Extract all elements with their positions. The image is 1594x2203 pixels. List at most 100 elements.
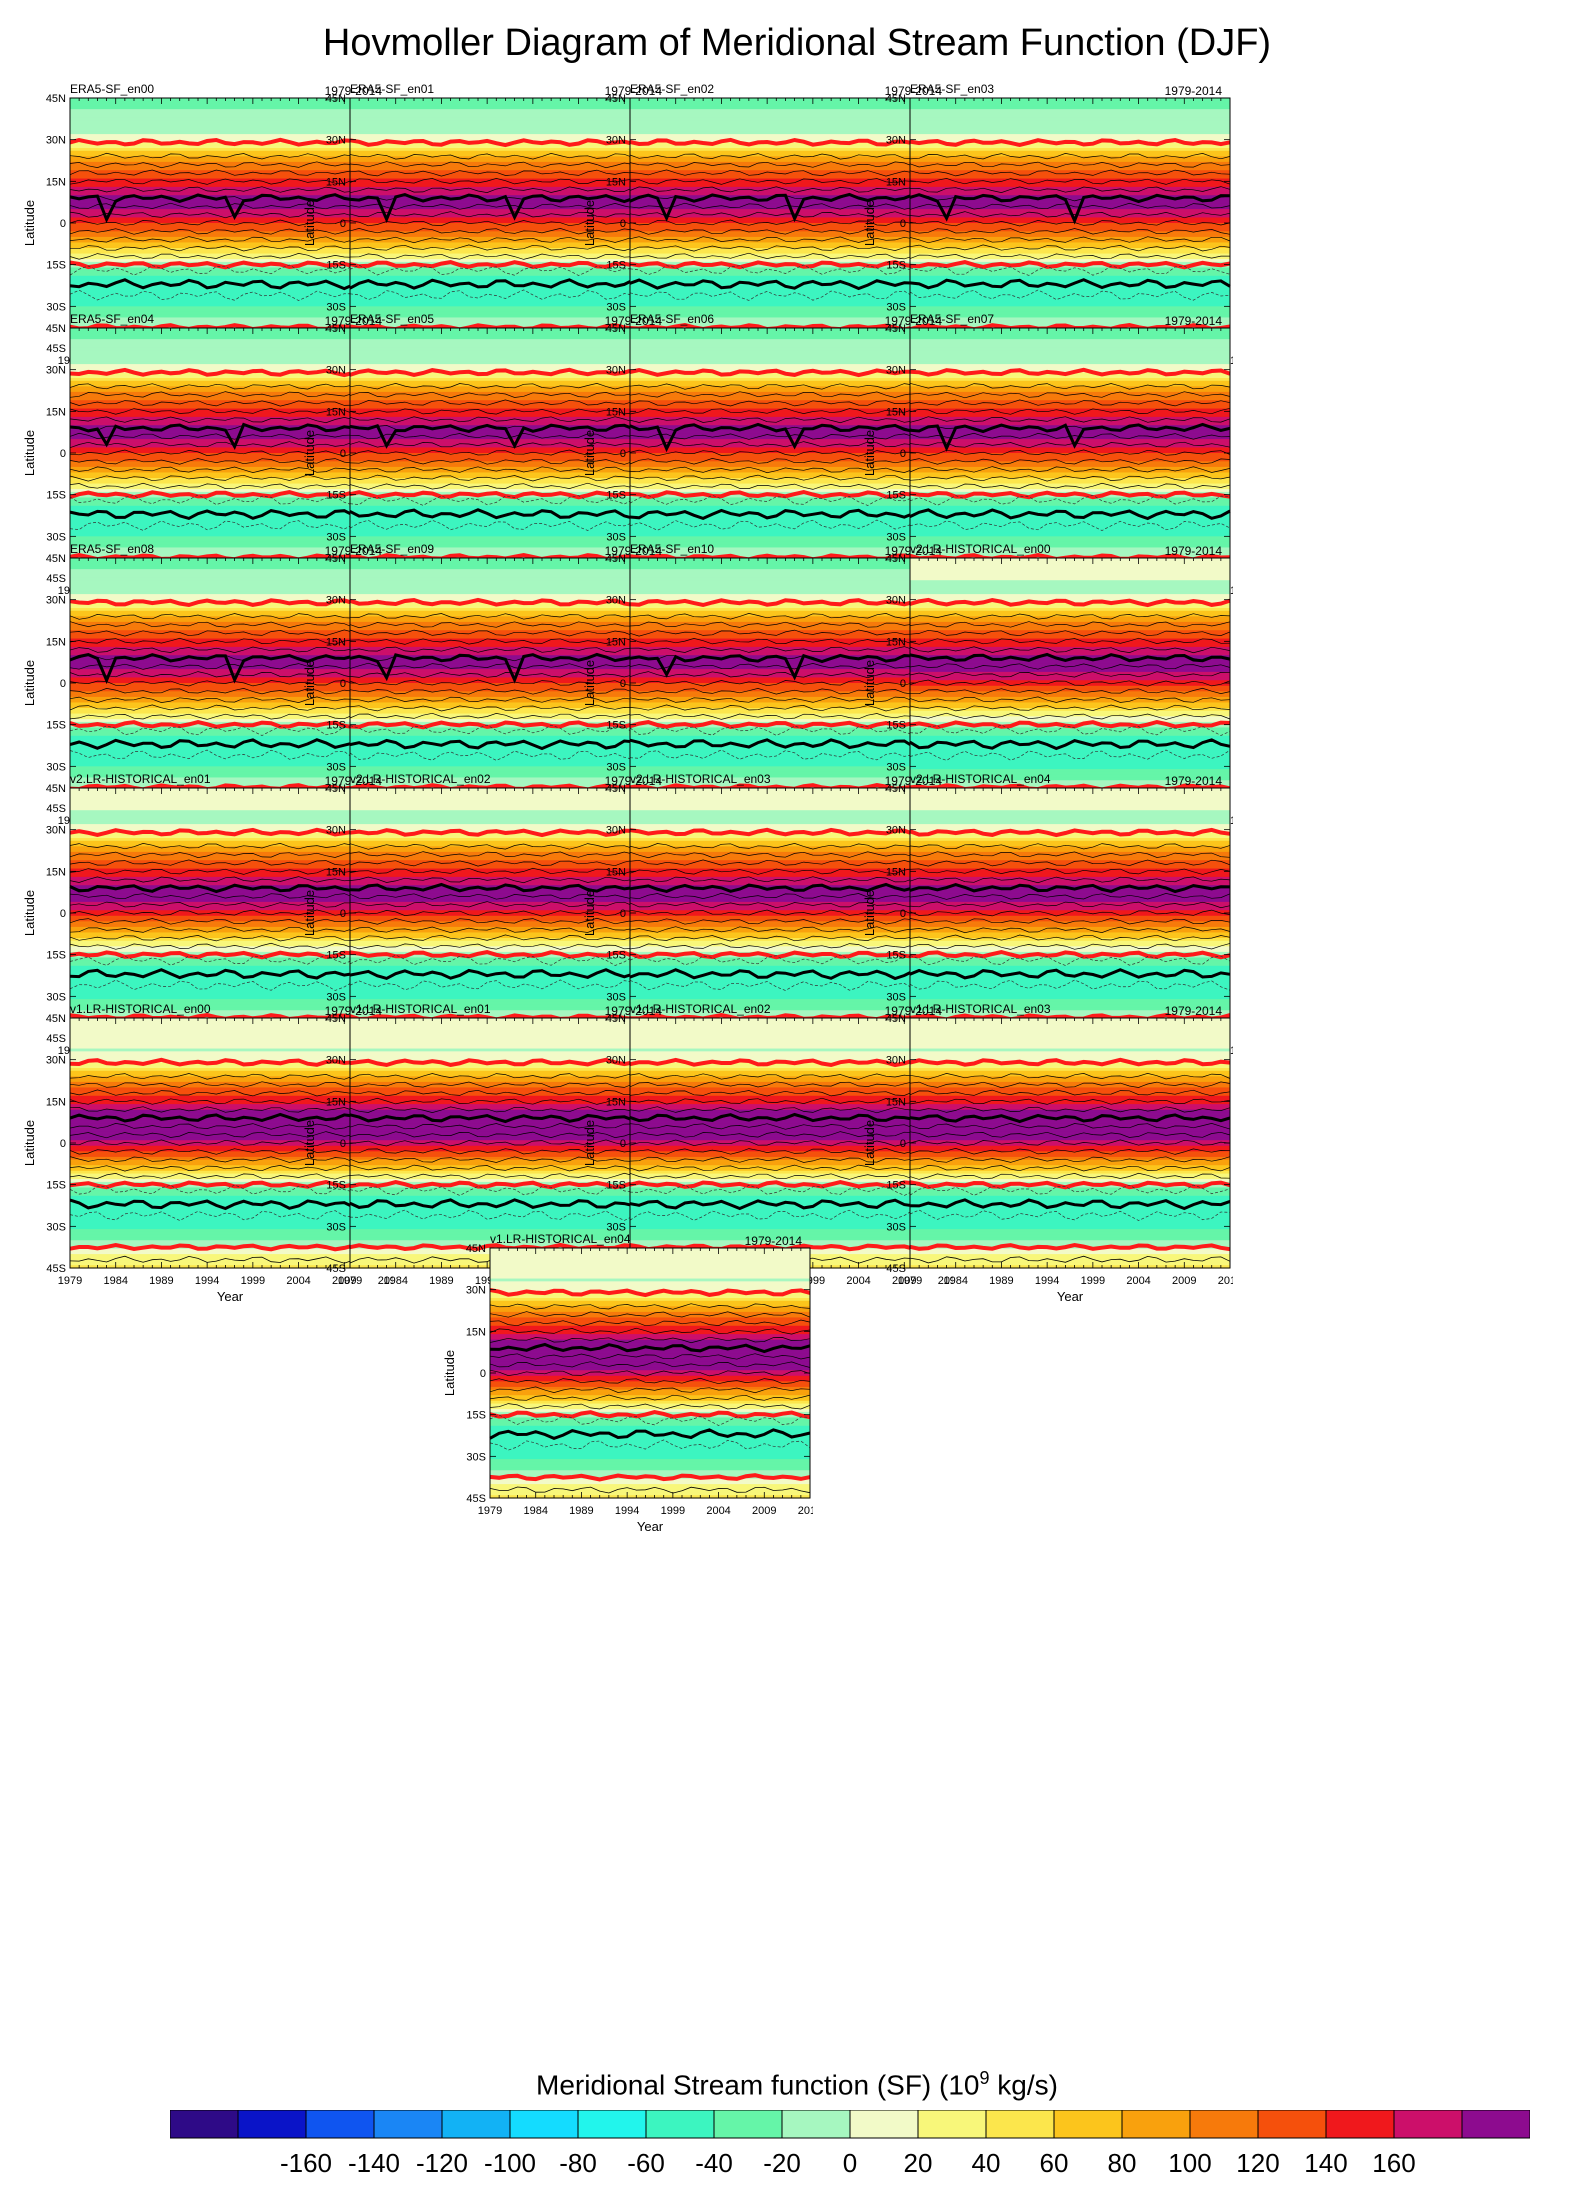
contour-line bbox=[909, 178, 1231, 185]
colorbar-swatch bbox=[645, 2110, 715, 2139]
sf-band bbox=[490, 1406, 810, 1410]
x-tick-label: 1994 bbox=[1035, 1275, 1059, 1287]
sf-band bbox=[490, 1364, 810, 1369]
sf-band bbox=[70, 553, 390, 557]
sf-band bbox=[350, 1176, 670, 1180]
sf-band bbox=[910, 801, 1230, 806]
contour-line bbox=[349, 876, 671, 884]
sf-band bbox=[350, 763, 670, 767]
contour-line bbox=[909, 1255, 1231, 1264]
zero-contour-north bbox=[629, 882, 951, 893]
sf-band bbox=[490, 1456, 810, 1460]
sf-band bbox=[350, 419, 670, 424]
sf-band bbox=[70, 1018, 390, 1022]
colorbar-swatch bbox=[373, 2110, 443, 2139]
sf-band bbox=[350, 733, 670, 737]
sf-band bbox=[350, 680, 670, 684]
contour-100-line bbox=[489, 1473, 811, 1482]
sf-band bbox=[630, 461, 950, 465]
x-tick-label: 1979 bbox=[898, 1275, 922, 1287]
zero-contour-north bbox=[69, 422, 391, 451]
x-tick-label: 2004 bbox=[846, 1275, 870, 1287]
sf-band bbox=[910, 738, 1230, 742]
sf-band bbox=[910, 913, 1230, 917]
sf-band bbox=[490, 1289, 810, 1294]
sf-band bbox=[70, 790, 390, 795]
sf-band bbox=[910, 1168, 1230, 1172]
sf-band bbox=[350, 826, 670, 831]
sf-band bbox=[910, 109, 1230, 113]
y-tick-label: 0 bbox=[60, 678, 66, 690]
sf-band bbox=[70, 674, 390, 679]
sf-band bbox=[70, 929, 390, 934]
sf-band bbox=[910, 150, 1230, 155]
sf-band bbox=[910, 217, 1230, 221]
contour-line bbox=[629, 934, 951, 942]
sf-band bbox=[490, 1300, 810, 1305]
sf-band bbox=[70, 708, 390, 712]
sf-band bbox=[630, 378, 950, 382]
sf-band bbox=[910, 971, 1230, 975]
sf-band bbox=[910, 472, 1230, 476]
zero-contour-north bbox=[69, 883, 391, 894]
sf-band bbox=[70, 106, 390, 110]
contour-line bbox=[629, 383, 951, 390]
sf-band bbox=[70, 999, 390, 1003]
negative-contour-line bbox=[909, 265, 1231, 276]
y-tick-label: 0 bbox=[900, 908, 906, 920]
sf-band bbox=[630, 1165, 950, 1169]
contour-line bbox=[349, 1156, 671, 1163]
sf-band bbox=[70, 696, 390, 701]
sf-band bbox=[910, 1079, 1230, 1083]
sf-band bbox=[350, 505, 670, 510]
contour-line bbox=[349, 391, 671, 399]
sf-band bbox=[910, 879, 1230, 884]
sf-band bbox=[630, 1151, 950, 1155]
sf-band bbox=[910, 148, 1230, 152]
sf-band bbox=[70, 879, 390, 884]
zero-contour-north bbox=[349, 652, 671, 684]
zero-contour-south bbox=[349, 968, 671, 981]
sf-band bbox=[70, 317, 390, 321]
sf-band bbox=[350, 239, 670, 244]
sf-band bbox=[630, 248, 950, 252]
sf-band bbox=[630, 882, 950, 886]
sf-band bbox=[70, 993, 390, 997]
sf-band bbox=[630, 849, 950, 853]
y-tick-label: 0 bbox=[620, 448, 626, 460]
sf-band bbox=[350, 652, 670, 656]
sf-band bbox=[630, 1237, 950, 1241]
sf-band bbox=[630, 489, 950, 493]
sf-band bbox=[910, 985, 1230, 989]
sf-band bbox=[350, 256, 670, 260]
sf-band bbox=[70, 273, 390, 277]
sf-band bbox=[350, 1040, 670, 1044]
sf-band bbox=[70, 1140, 390, 1144]
hovmoller-panel: 1979198419891994199920042009201445N30N15… bbox=[288, 310, 673, 620]
contour-line bbox=[489, 1319, 811, 1327]
sf-band bbox=[910, 1231, 1230, 1236]
sf-band bbox=[910, 422, 1230, 426]
sf-band bbox=[910, 1254, 1230, 1258]
contour-line bbox=[629, 679, 951, 687]
sf-band bbox=[350, 323, 670, 327]
sf-band bbox=[350, 976, 670, 981]
sf-band bbox=[630, 1104, 950, 1108]
sf-band bbox=[910, 943, 1230, 947]
sf-band bbox=[630, 355, 950, 360]
sf-band bbox=[70, 475, 390, 479]
y-tick-label: 45N bbox=[886, 323, 906, 335]
sf-band bbox=[70, 799, 390, 803]
sf-band bbox=[70, 503, 390, 507]
sf-band bbox=[350, 148, 670, 152]
sf-band bbox=[350, 1098, 670, 1102]
sf-band bbox=[910, 553, 1230, 557]
sf-band bbox=[630, 577, 950, 581]
contour-line bbox=[909, 843, 1231, 850]
sf-band bbox=[630, 1234, 950, 1239]
sf-band bbox=[350, 530, 670, 535]
sf-band bbox=[910, 694, 1230, 698]
contour-line bbox=[69, 152, 391, 160]
y-tick-label: 45N bbox=[46, 323, 66, 335]
sf-band bbox=[350, 1048, 670, 1052]
